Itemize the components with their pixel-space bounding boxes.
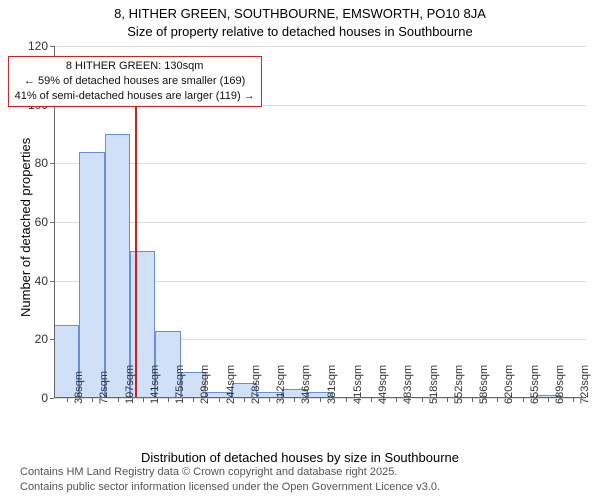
y-tick-label: 0 [41, 391, 54, 405]
x-tick-label: 552sqm [451, 365, 465, 404]
y-tick-label: 20 [35, 332, 54, 346]
footer-attribution: Contains HM Land Registry data © Crown c… [20, 465, 440, 494]
annotation-line3: 41% of semi-detached houses are larger (… [15, 89, 255, 104]
x-tick-label: 723sqm [577, 365, 591, 404]
x-tick-label: 381sqm [324, 365, 338, 404]
y-tick-label: 40 [35, 274, 54, 288]
annotation-box: 8 HITHER GREEN: 130sqm ← 59% of detached… [8, 56, 262, 107]
page-title-line1: 8, HITHER GREEN, SOUTHBOURNE, EMSWORTH, … [0, 6, 600, 21]
histogram-plot: 020406080100120 38sqm72sqm107sqm141sqm17… [54, 46, 586, 398]
footer-line1: Contains HM Land Registry data © Crown c… [20, 465, 440, 479]
x-tick-label: 312sqm [273, 365, 287, 404]
x-tick-label: 278sqm [248, 365, 262, 404]
x-tick-label: 449sqm [375, 365, 389, 404]
x-tick-label: 38sqm [71, 371, 85, 404]
x-tick-label: 620sqm [501, 365, 515, 404]
annotation-line2: ← 59% of detached houses are smaller (16… [15, 74, 255, 89]
x-tick-label: 244sqm [223, 365, 237, 404]
y-axis-label: Number of detached properties [18, 138, 33, 317]
x-axis-label: Distribution of detached houses by size … [0, 450, 600, 465]
x-tick-label: 415sqm [350, 365, 364, 404]
footer-line2: Contains public sector information licen… [20, 480, 440, 494]
x-tick-label: 483sqm [400, 365, 414, 404]
x-tick-label: 346sqm [298, 365, 312, 404]
y-tick-label: 60 [35, 215, 54, 229]
x-tick-label: 209sqm [197, 365, 211, 404]
x-tick-label: 518sqm [426, 365, 440, 404]
x-tick-label: 175sqm [172, 365, 186, 404]
x-tick-label: 655sqm [527, 365, 541, 404]
x-tick-label: 689sqm [552, 365, 566, 404]
y-tick-label: 80 [35, 156, 54, 170]
x-tick-label: 141sqm [147, 365, 161, 404]
x-tick-label: 586sqm [476, 365, 490, 404]
page-title-line2: Size of property relative to detached ho… [0, 24, 600, 39]
y-tick-label: 120 [28, 39, 54, 53]
x-tick-label: 72sqm [96, 371, 110, 404]
annotation-line1: 8 HITHER GREEN: 130sqm [15, 59, 255, 74]
x-tick-label: 107sqm [122, 365, 136, 404]
